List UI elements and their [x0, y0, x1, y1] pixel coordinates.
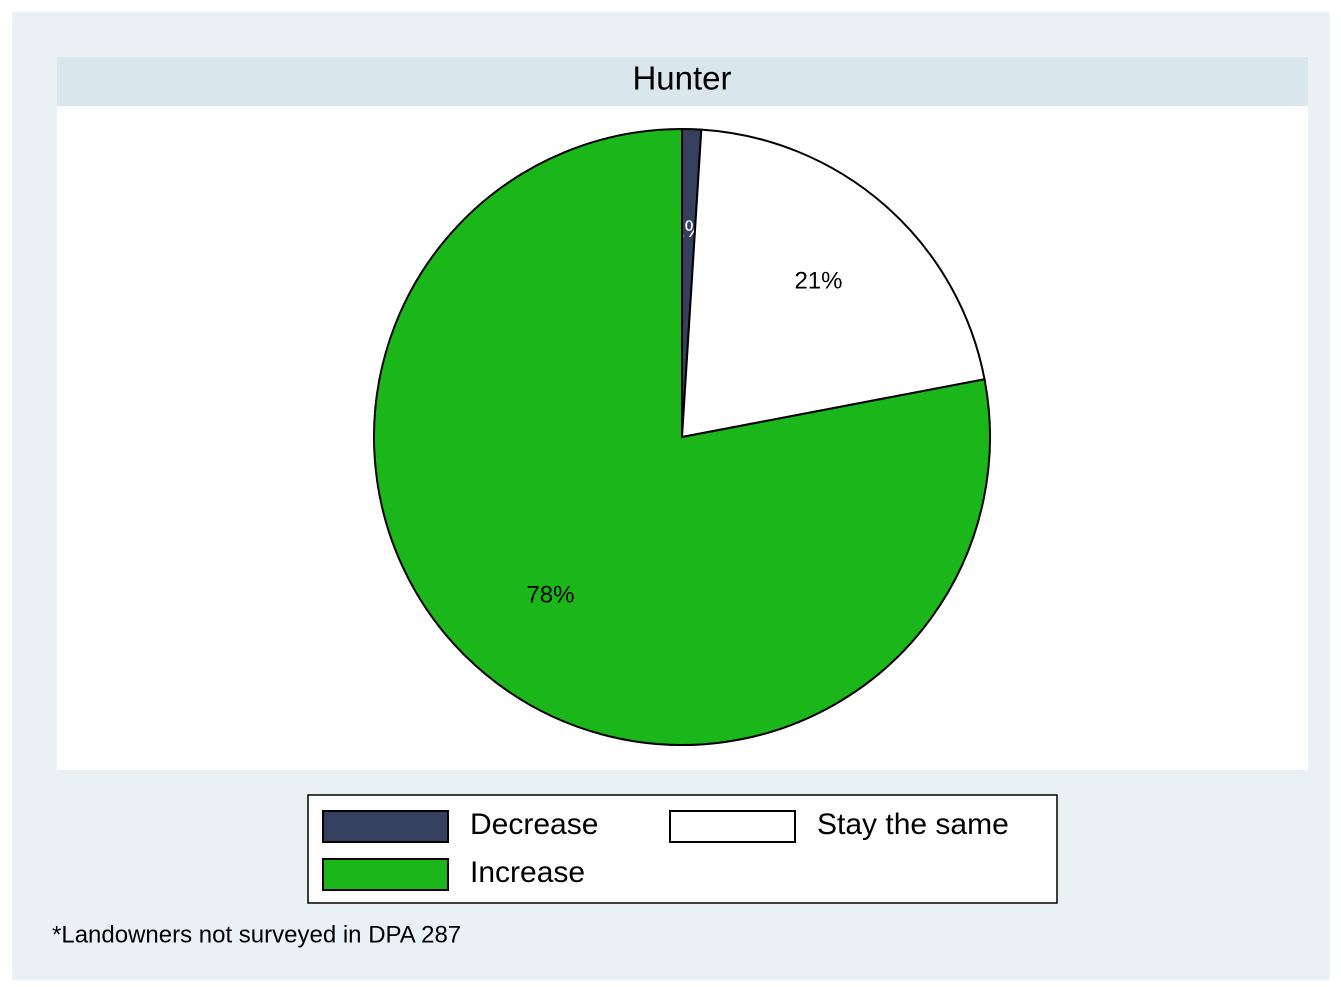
pie-slice	[373, 127, 991, 746]
legend-swatch	[322, 810, 449, 843]
slice-label: 78%	[526, 581, 574, 608]
slice-label: 21%	[794, 268, 842, 295]
pie-slice	[680, 128, 986, 439]
legend-label: Decrease	[470, 808, 598, 841]
legend-swatch	[322, 858, 449, 891]
legend-swatch	[669, 810, 796, 843]
chart-title: Hunter	[632, 60, 731, 97]
title-band	[57, 57, 1308, 106]
legend-label: Stay the same	[817, 808, 1009, 841]
note: *Landowners not surveyed in DPA 287	[52, 921, 461, 948]
legend-label: Increase	[470, 856, 585, 889]
